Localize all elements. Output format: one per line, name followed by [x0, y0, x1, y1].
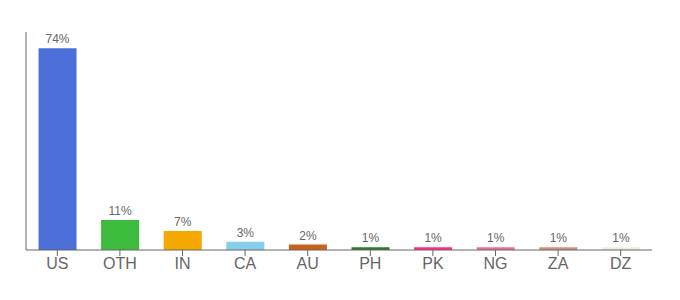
- svg-text:DZ: DZ: [610, 255, 632, 272]
- svg-text:3%: 3%: [237, 226, 255, 240]
- svg-text:1%: 1%: [612, 231, 630, 245]
- svg-text:CA: CA: [234, 255, 257, 272]
- svg-text:1%: 1%: [424, 231, 442, 245]
- svg-text:1%: 1%: [487, 231, 505, 245]
- svg-text:PK: PK: [422, 255, 444, 272]
- svg-text:OTH: OTH: [103, 255, 137, 272]
- svg-text:1%: 1%: [550, 231, 568, 245]
- svg-text:2%: 2%: [299, 229, 317, 243]
- svg-text:1%: 1%: [362, 231, 380, 245]
- svg-text:US: US: [46, 255, 68, 272]
- svg-text:ZA: ZA: [548, 255, 569, 272]
- svg-text:7%: 7%: [174, 215, 192, 229]
- svg-text:NG: NG: [484, 255, 508, 272]
- svg-text:AU: AU: [297, 255, 319, 272]
- svg-text:74%: 74%: [46, 32, 70, 46]
- svg-text:IN: IN: [175, 255, 191, 272]
- svg-text:PH: PH: [359, 255, 381, 272]
- svg-text:11%: 11%: [109, 204, 132, 218]
